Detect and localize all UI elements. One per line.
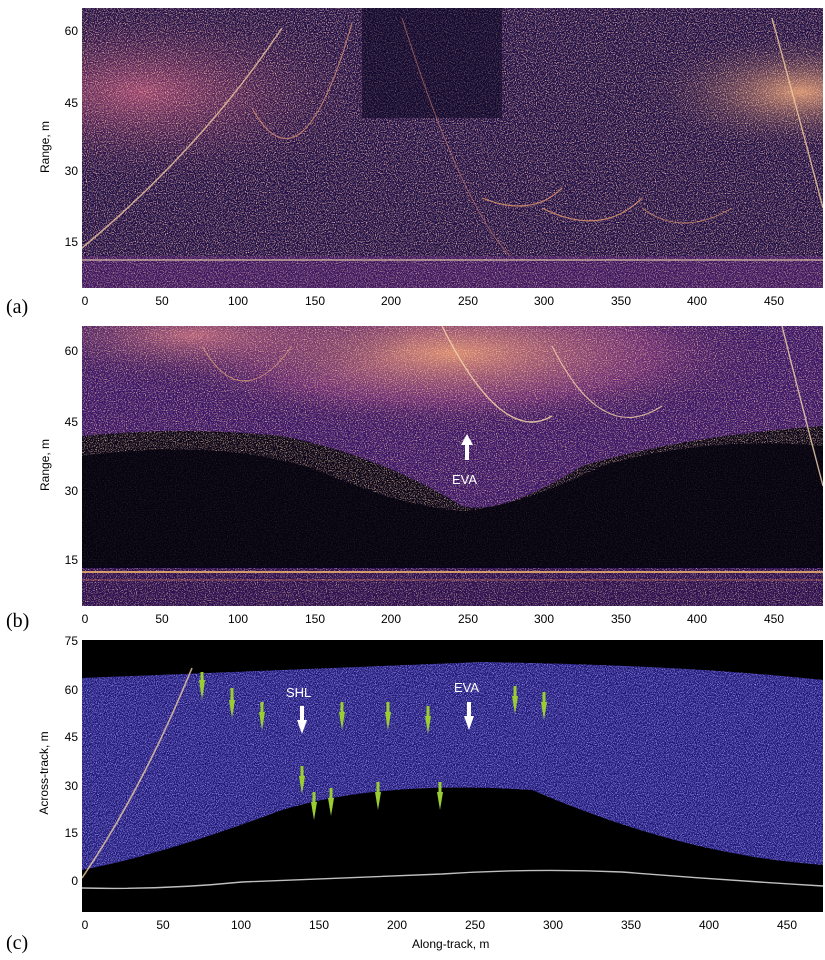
panel-b-ytick: 30	[64, 484, 78, 498]
panel-b-sonar	[82, 326, 823, 606]
panel-b-xtick: 250	[457, 612, 479, 626]
panel-b-ytick: 60	[64, 344, 78, 358]
panel-c-annotation-shl: SHL	[286, 685, 312, 700]
panel-c-label: (c)	[6, 932, 29, 954]
panel-c-xtick: 350	[620, 918, 642, 932]
panel-a-label: (a)	[6, 296, 29, 318]
panel-b-image	[82, 326, 823, 606]
panel-c-xtick: 300	[542, 918, 564, 932]
white-arrows	[297, 702, 474, 734]
panel-c-sonar	[82, 640, 823, 912]
panel-b-label: (b)	[6, 610, 30, 632]
panel-b-xtick: 400	[686, 612, 708, 626]
panel-c-ytick: 60	[64, 683, 78, 697]
panel-b-ytick: 15	[64, 553, 78, 567]
panel-a-xtick: 350	[610, 294, 632, 308]
panel-c-xtick: 100	[230, 918, 252, 932]
panel-a-xtick: 100	[227, 294, 249, 308]
panel-a-sonar	[82, 8, 823, 288]
panel-c-ytick: 30	[64, 779, 78, 793]
panel-a-ytick: 45	[64, 96, 78, 110]
panel-a-xtick: 250	[457, 294, 479, 308]
panel-c-ytick: 15	[64, 826, 78, 840]
panel-b-xtick: 150	[304, 612, 326, 626]
green-arrows	[199, 672, 547, 820]
panel-c-xtick: 0	[81, 918, 89, 932]
panel-a-xtick: 150	[304, 294, 326, 308]
panel-c-image	[82, 640, 823, 912]
panel-a-xtick: 0	[81, 294, 89, 308]
panel-a-image	[82, 8, 823, 288]
panel-b-xtick: 100	[227, 612, 249, 626]
panel-b-annotation-eva: EVA	[452, 472, 478, 487]
panel-b-xtick: 200	[380, 612, 402, 626]
panel-a-xtick: 200	[380, 294, 402, 308]
panel-c-ytick: 45	[64, 730, 78, 744]
panel-a-xtick: 400	[686, 294, 708, 308]
panel-b-xtick: 450	[763, 612, 785, 626]
panel-c-xtick: 450	[776, 918, 798, 932]
panel-a-xtick: 300	[533, 294, 555, 308]
panel-b-xtick: 0	[81, 612, 89, 626]
panel-a-xtick: 450	[763, 294, 785, 308]
panel-c-xtick: 200	[386, 918, 408, 932]
panel-c-xtick: 50	[156, 918, 170, 932]
panel-c-xtick: 150	[308, 918, 330, 932]
panel-a-ytick: 15	[64, 235, 78, 249]
panel-c-annotation-eva: EVA	[454, 680, 480, 695]
panel-c-ytick: 0	[71, 874, 78, 888]
panel-c-ytick: 75	[64, 634, 78, 648]
panel-a-ytick: 30	[64, 164, 78, 178]
panel-c-xtick: 400	[698, 918, 720, 932]
panel-b-xtick: 50	[155, 612, 169, 626]
panel-a-xtick: 50	[155, 294, 169, 308]
panel-c-xtick: 250	[464, 918, 486, 932]
panel-a-ytick: 60	[64, 24, 78, 38]
panel-c-xlabel: Along-track, m	[412, 937, 490, 951]
panel-b-ytick: 45	[64, 415, 78, 429]
panel-b-xtick: 300	[533, 612, 555, 626]
panel-b-xtick: 350	[610, 612, 632, 626]
